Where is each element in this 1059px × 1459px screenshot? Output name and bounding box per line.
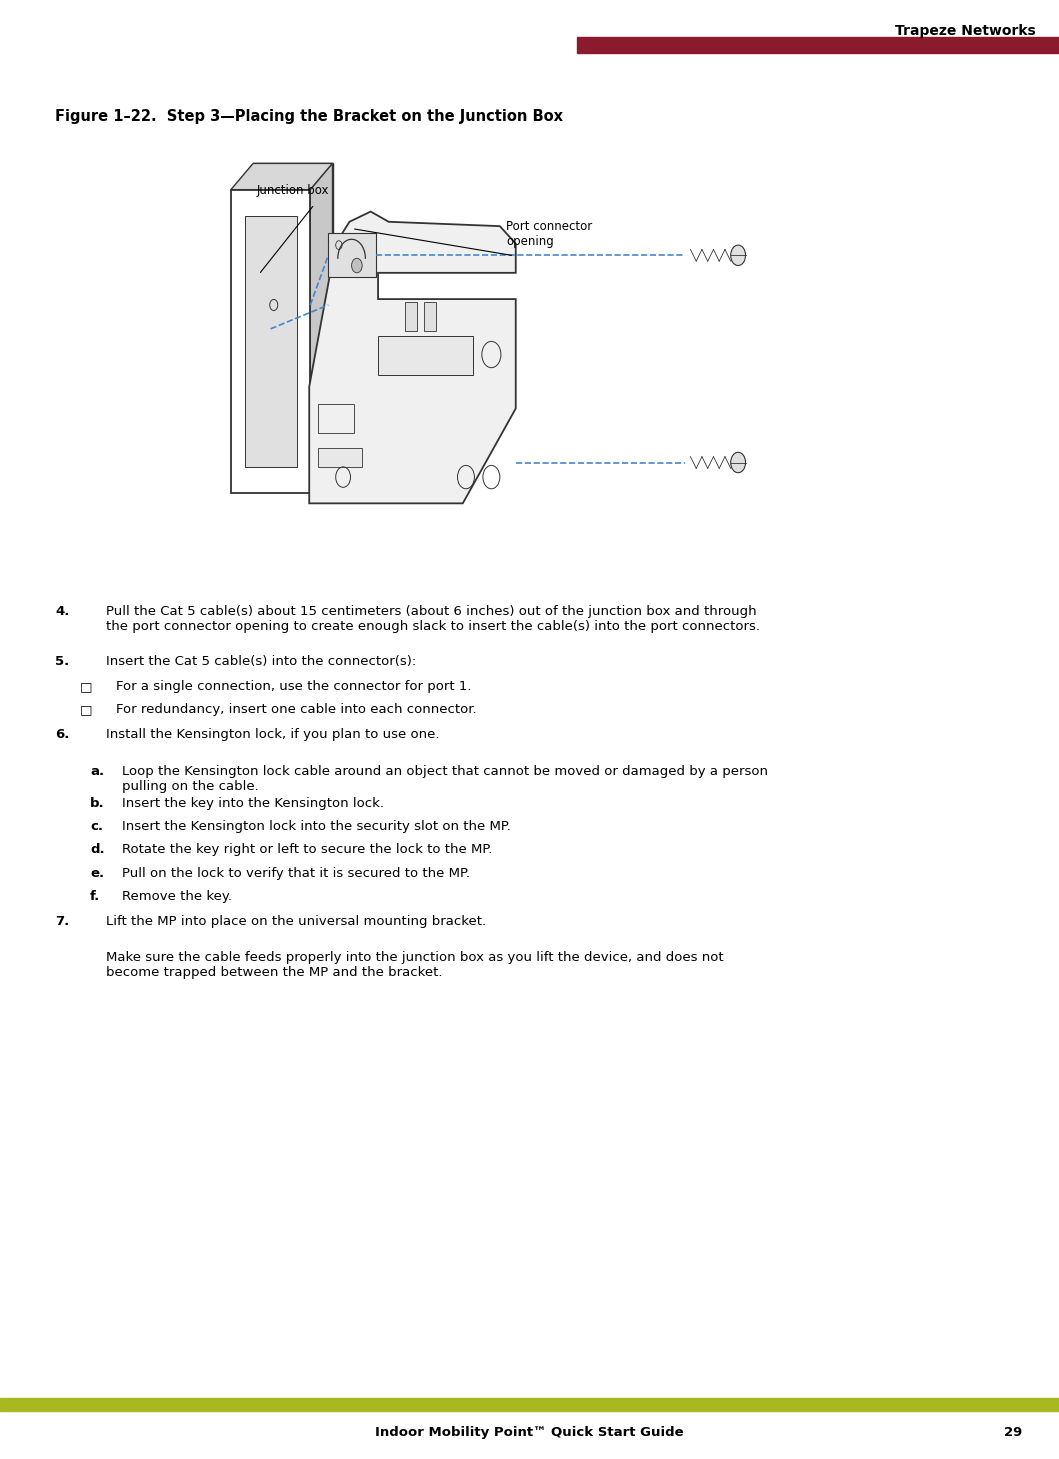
Polygon shape [253, 163, 333, 467]
Text: a.: a. [90, 765, 104, 778]
Text: Port connector
opening: Port connector opening [506, 220, 592, 248]
Text: 7.: 7. [55, 915, 69, 928]
Text: Insert the key into the Kensington lock.: Insert the key into the Kensington lock. [122, 797, 383, 810]
Circle shape [352, 258, 362, 273]
Bar [0, 1398, 1059, 1411]
Text: Rotate the key right or left to secure the lock to the MP.: Rotate the key right or left to secure t… [122, 843, 492, 856]
Text: d.: d. [90, 843, 105, 856]
Text: 4.: 4. [55, 605, 70, 619]
Text: Indoor Mobility Point™ Quick Start Guide: Indoor Mobility Point™ Quick Start Guide [375, 1425, 684, 1439]
Text: Insert the Cat 5 cable(s) into the connector(s):: Insert the Cat 5 cable(s) into the conne… [106, 655, 416, 668]
Text: e.: e. [90, 867, 104, 880]
Text: 6.: 6. [55, 728, 70, 741]
Polygon shape [231, 190, 310, 493]
Text: Loop the Kensington lock cable around an object that cannot be moved or damaged : Loop the Kensington lock cable around an… [122, 765, 768, 792]
Circle shape [731, 452, 746, 473]
Text: Junction box: Junction box [256, 184, 328, 197]
Text: Insert the Kensington lock into the security slot on the MP.: Insert the Kensington lock into the secu… [122, 820, 510, 833]
Text: Remove the key.: Remove the key. [122, 890, 232, 903]
Text: □: □ [79, 703, 92, 716]
Text: f.: f. [90, 890, 101, 903]
Text: 5.: 5. [55, 655, 69, 668]
Text: Pull the Cat 5 cable(s) about 15 centimeters (about 6 inches) out of the junctio: Pull the Cat 5 cable(s) about 15 centime… [106, 605, 760, 633]
Polygon shape [309, 212, 516, 503]
Text: □: □ [79, 680, 92, 693]
Polygon shape [231, 163, 333, 190]
Circle shape [731, 245, 746, 266]
Polygon shape [424, 302, 436, 331]
Text: c.: c. [90, 820, 103, 833]
Text: Lift the MP into place on the universal mounting bracket.: Lift the MP into place on the universal … [106, 915, 486, 928]
Text: For redundancy, insert one cable into each connector.: For redundancy, insert one cable into ea… [116, 703, 478, 716]
Text: Install the Kensington lock, if you plan to use one.: Install the Kensington lock, if you plan… [106, 728, 439, 741]
Bar [577, 38, 1059, 54]
Polygon shape [405, 302, 417, 331]
Text: b.: b. [90, 797, 105, 810]
Polygon shape [245, 216, 297, 467]
Polygon shape [310, 163, 333, 493]
Text: Figure 1–22.  Step 3—Placing the Bracket on the Junction Box: Figure 1–22. Step 3—Placing the Bracket … [55, 109, 563, 124]
Polygon shape [318, 448, 362, 467]
Text: Trapeze Networks: Trapeze Networks [895, 25, 1036, 38]
Text: Pull on the lock to verify that it is secured to the MP.: Pull on the lock to verify that it is se… [122, 867, 470, 880]
Text: Make sure the cable feeds properly into the junction box as you lift the device,: Make sure the cable feeds properly into … [106, 951, 723, 979]
Polygon shape [378, 336, 473, 375]
Polygon shape [328, 233, 376, 277]
Text: 29: 29 [1004, 1425, 1022, 1439]
Text: For a single connection, use the connector for port 1.: For a single connection, use the connect… [116, 680, 472, 693]
